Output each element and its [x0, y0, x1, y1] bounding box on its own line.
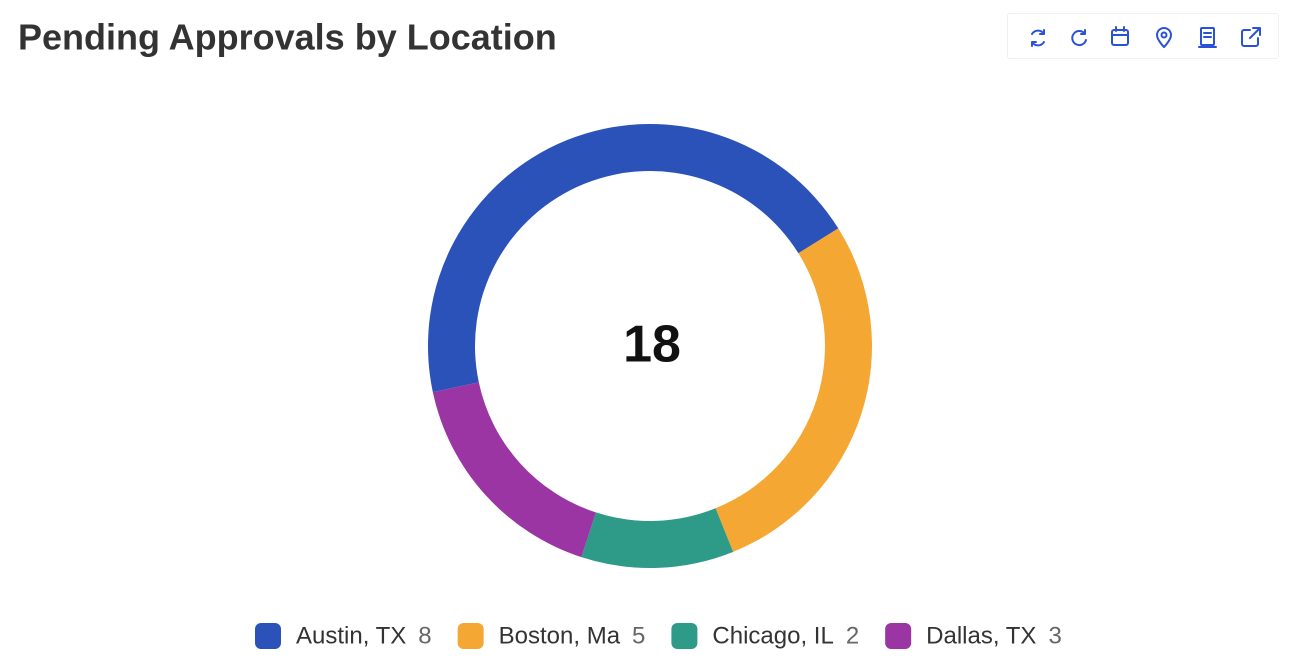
legend-item[interactable]: Chicago, IL 2 [671, 622, 859, 649]
legend-swatch [885, 623, 912, 649]
sync-button[interactable] [1031, 29, 1045, 47]
legend-value: 5 [632, 622, 645, 649]
legend-item[interactable]: Dallas, TX 3 [885, 622, 1062, 649]
legend-value: 2 [846, 622, 859, 649]
chart-title: Pending Approvals by Location [18, 17, 557, 58]
legend-swatch [255, 623, 281, 649]
legend-label: Austin, TX [296, 622, 406, 649]
donut-total: 18 [623, 316, 681, 374]
donut-segment [432, 382, 596, 558]
location-button[interactable] [1156, 27, 1172, 48]
donut-segment [581, 508, 734, 568]
legend-label: Boston, Ma [499, 622, 621, 649]
report-button[interactable] [1198, 27, 1217, 48]
legend-label: Dallas, TX [926, 622, 1036, 649]
legend-item[interactable]: Boston, Ma 5 [457, 622, 646, 649]
legend-value: 3 [1048, 622, 1061, 649]
legend-swatch [457, 623, 484, 649]
legend-label: Chicago, IL [712, 622, 833, 649]
calendar-button[interactable] [1111, 26, 1129, 46]
toolbar-icons [1031, 26, 1261, 48]
refresh-button[interactable] [1071, 29, 1087, 47]
legend-swatch [671, 623, 698, 649]
donut-segment [428, 124, 839, 393]
donut-segment [715, 228, 872, 552]
open-external-button[interactable] [1241, 27, 1261, 47]
legend-value: 8 [418, 622, 431, 649]
legend: Austin, TX 8 Boston, Ma 5 Chicago, IL 2 Dallas… [255, 622, 1062, 649]
toolbar [1007, 13, 1279, 59]
legend-item[interactable]: Austin, TX 8 [255, 622, 432, 649]
